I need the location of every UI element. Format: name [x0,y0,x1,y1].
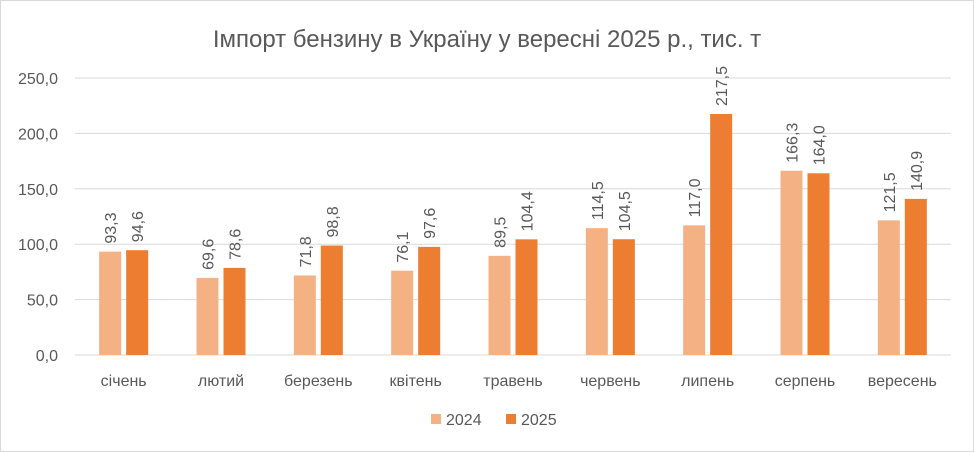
bar-2024 [780,170,803,355]
data-label: 93,3 [103,212,120,243]
data-label: 166,3 [785,123,802,163]
data-label: 71,8 [298,236,315,267]
data-label: 217,5 [714,66,731,106]
bar-2025 [320,245,343,355]
bar-2025 [612,239,635,355]
bar-2025 [515,239,538,355]
data-label: 117,0 [687,178,704,217]
x-tick-label: січень [101,373,147,390]
data-label: 97,6 [422,208,439,239]
bar-2024 [391,270,414,355]
data-label: 104,4 [520,191,537,231]
data-label: 76,1 [395,231,412,262]
y-tick-label: 0,0 [36,348,58,365]
data-label: 121,5 [882,172,899,212]
data-label: 140,9 [909,151,926,191]
bar-2024 [99,251,122,355]
x-tick-label: квітень [390,373,442,390]
bar-2025 [904,198,927,355]
legend-label: 2025 [521,412,557,429]
bar-2025 [126,250,149,355]
y-tick-label: 250,0 [18,71,58,88]
y-tick-label: 150,0 [18,182,58,199]
data-label: 114,5 [590,181,607,220]
bar-2024 [683,225,706,355]
bar-2024 [488,255,511,355]
data-label: 104,5 [617,191,634,231]
legend-swatch-2024 [431,414,441,424]
legend-swatch-2025 [506,414,516,424]
x-tick-label: серпень [775,373,836,390]
bar-2025 [710,114,733,355]
data-label: 89,5 [493,217,510,248]
data-label: 94,6 [130,211,147,242]
bar-2025 [418,246,441,355]
data-label: 78,6 [228,229,245,260]
bar-2025 [223,267,246,355]
data-label: 98,8 [325,206,342,237]
y-tick-label: 200,0 [18,126,58,143]
data-label: 69,6 [201,239,218,270]
x-tick-label: червень [580,373,641,390]
bar-2024 [877,220,900,355]
x-tick-label: березень [284,373,353,390]
x-tick-label: травень [483,373,543,390]
y-tick-label: 100,0 [18,237,58,254]
bar-2025 [807,173,830,355]
x-tick-label: вересень [868,373,937,390]
x-tick-label: лютий [198,373,244,390]
legend-label: 2024 [446,412,482,429]
data-label: 164,0 [812,125,829,165]
x-tick-label: липень [681,373,734,390]
bar-2024 [293,275,316,355]
chart-title: Імпорт бензину в Україну у вересні 2025 … [213,26,761,53]
bar-2024 [196,277,219,355]
y-tick-label: 50,0 [27,293,58,310]
bar-2024 [585,228,608,355]
